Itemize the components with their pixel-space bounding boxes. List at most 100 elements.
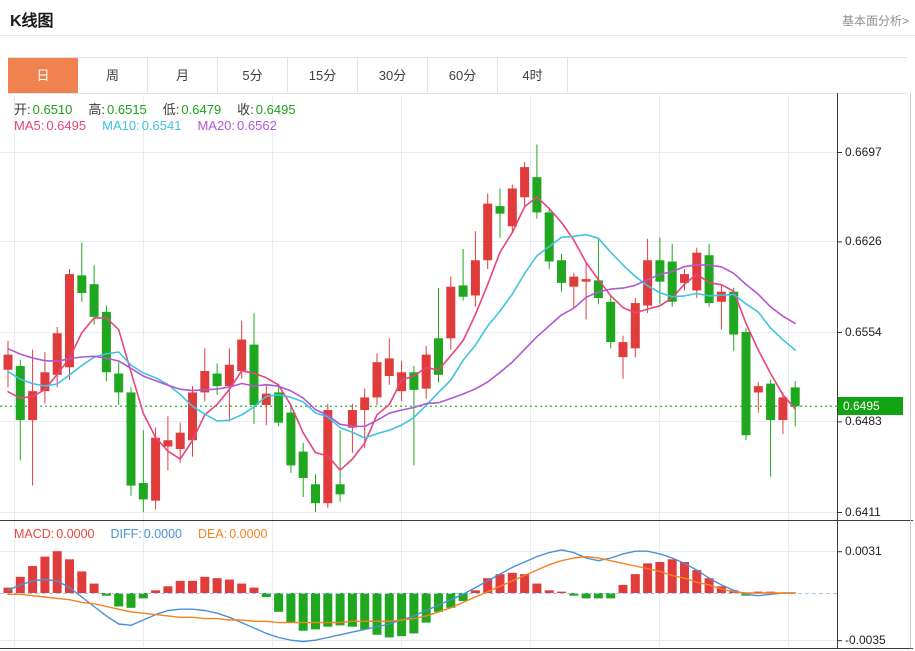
macd-hist-bar <box>347 593 357 627</box>
candle-body <box>507 188 517 227</box>
candle-body <box>544 212 554 262</box>
macd-hist-bar <box>643 563 653 593</box>
ohlc-item-3-label: 收: <box>237 102 254 117</box>
fundamental-analysis-link[interactable]: 基本面分析> <box>841 14 909 28</box>
ohlc-legend: 开: 0.6510 高: 0.6515 低: 0.6479 收: 0.6495 <box>14 99 296 118</box>
macd-hist-bar <box>335 593 345 626</box>
macd-hist-bar <box>618 584 628 593</box>
macd-item-0: MACD: 0.0000 <box>14 527 95 541</box>
macd-hist-bar <box>224 579 234 593</box>
candle-body <box>483 203 493 261</box>
candle-body <box>655 260 665 282</box>
macd-hist-bar <box>249 587 259 593</box>
macd-hist-bar <box>286 593 296 623</box>
candle-body <box>249 344 259 405</box>
candle-body <box>360 397 370 411</box>
macd-hist-bar <box>360 593 370 630</box>
ma-item-0-value: 0.6495 <box>46 118 87 133</box>
ohlc-item-2-value: 0.6479 <box>181 102 222 117</box>
ohlc-item-1-value: 0.6515 <box>107 102 147 117</box>
candle-body <box>741 331 751 436</box>
tab-4时[interactable]: 4时 <box>498 58 568 93</box>
macd-hist-bar <box>569 593 579 596</box>
ohlc-item-0-value: 0.6510 <box>32 102 73 117</box>
macd-hist-bar <box>458 593 468 602</box>
tab-周[interactable]: 周 <box>78 58 148 93</box>
macd-hist-bar <box>200 576 210 593</box>
ohlc-item-0: 开: 0.6510 <box>14 99 72 118</box>
candle-body <box>188 392 197 441</box>
macd-hist-bar <box>544 590 554 593</box>
macd-item-1: DIFF: 0.0000 <box>111 527 182 541</box>
macd-hist-bar <box>397 593 407 637</box>
candle-body <box>212 373 222 387</box>
candle-body <box>766 383 776 421</box>
page-title: K线图 <box>10 13 54 30</box>
candle-body <box>335 484 345 495</box>
candle-body <box>298 451 308 479</box>
macd-hist-bar <box>65 559 74 593</box>
candle-body <box>729 291 739 335</box>
dea-line <box>7 555 796 624</box>
macd-hist-bar <box>483 578 493 593</box>
candle-body <box>200 371 210 393</box>
ohlc-item-2-label: 低: <box>162 102 180 117</box>
macd-hist-bar <box>163 586 173 593</box>
macd-hist-bar <box>89 583 99 593</box>
ma5-line <box>7 196 797 472</box>
macd-hist-bar <box>114 593 124 607</box>
price-tick-0.6697: 0.6697 <box>845 145 882 159</box>
candle-body <box>372 362 382 398</box>
candle-body <box>692 252 702 291</box>
macd-hist-bar <box>212 578 222 593</box>
candle-body <box>569 276 579 287</box>
price-tick-0.6554: 0.6554 <box>845 324 882 339</box>
macd-hist-bar <box>507 572 517 593</box>
candle-body <box>409 372 419 390</box>
ma-item-0: MA5: 0.6495 <box>14 118 86 133</box>
ma-item-1-value: 0.6541 <box>141 118 182 133</box>
candle-body <box>520 167 530 198</box>
macd-hist-bar <box>532 583 542 593</box>
candle-body <box>3 354 13 370</box>
tab-30分[interactable]: 30分 <box>358 58 428 93</box>
macd-item-1-label: DIFF: <box>110 527 142 541</box>
candle-body <box>175 432 185 450</box>
candle-body <box>101 311 111 373</box>
candle-body <box>630 303 640 349</box>
price-tick-0.6483: 0.6483 <box>845 414 882 429</box>
candle-body <box>458 285 468 297</box>
ohlc-item-2: 低: 0.6479 <box>163 99 221 118</box>
macd-legend: MACD: 0.0000 DIFF: 0.0000 DEA: 0.0000 <box>14 527 267 541</box>
tab-15分[interactable]: 15分 <box>288 58 358 93</box>
ohlc-item-3-value: 0.6495 <box>255 102 296 117</box>
ma-item-2-value: 0.6562 <box>237 118 277 133</box>
candle-body <box>384 358 394 377</box>
macd-hist-bar <box>655 562 665 593</box>
macd-item-0-value: 0.0000 <box>56 527 95 541</box>
candle-body <box>790 387 800 407</box>
candle-body <box>606 301 616 343</box>
macd-hist-bar <box>323 593 333 627</box>
tab-60分[interactable]: 60分 <box>428 58 498 93</box>
ma-legend: MA5: 0.6495 MA10: 0.6541 MA20: 0.6562 <box>14 118 277 133</box>
macd-hist-bar <box>409 593 419 634</box>
price-tick-0.6411: 0.6411 <box>845 504 881 519</box>
macd-hist-bar <box>372 593 382 635</box>
ma-item-0-label: MA5: <box>14 118 45 133</box>
candle-body <box>581 279 591 282</box>
tab-月[interactable]: 月 <box>148 58 218 93</box>
ohlc-item-1-label: 高: <box>88 102 106 117</box>
macd-hist-bar <box>630 574 640 593</box>
macd-tick--0.0035: -0.0035 <box>845 633 886 648</box>
tab-5分[interactable]: 5分 <box>218 58 288 93</box>
macd-hist-bar <box>261 593 271 598</box>
tab-日[interactable]: 日 <box>8 58 78 93</box>
macd-hist-bar <box>557 591 566 593</box>
macd-hist-bar <box>40 556 50 593</box>
candle-body <box>163 440 173 447</box>
macd-hist-bar <box>495 574 505 593</box>
macd-hist-bar <box>274 593 284 612</box>
candle-body <box>311 484 320 504</box>
